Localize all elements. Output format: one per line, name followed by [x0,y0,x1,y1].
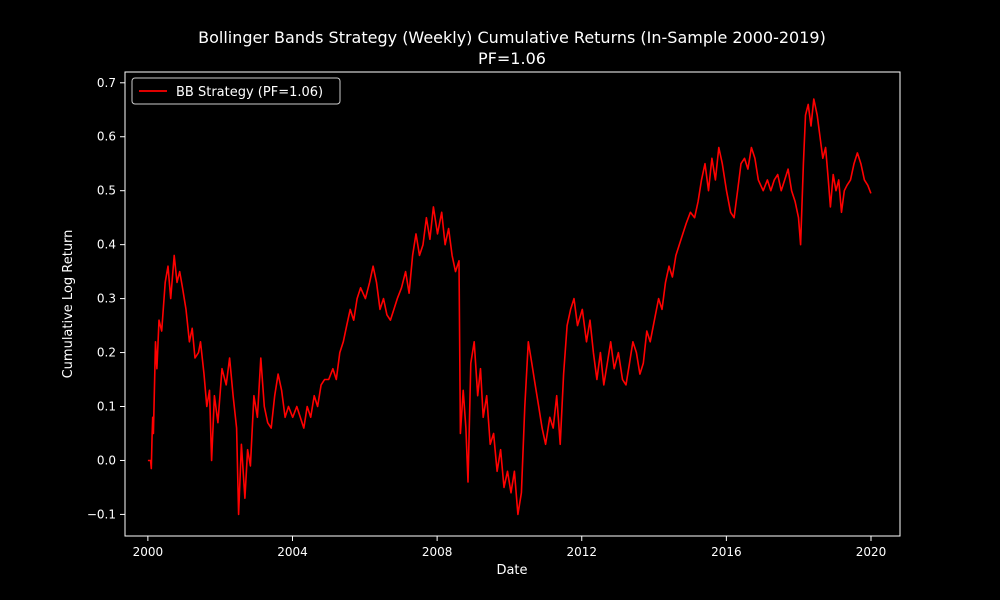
plot-area: 2000 2004 2008 2012 2016 2020 −0.1 0.0 0.1 0.2 0.… [87,71,901,559]
y-tick-label: 0.6 [97,130,116,144]
legend-box [131,77,341,105]
y-tick-label: 0.4 [97,238,116,252]
legend-label: BB Strategy (PF=1.06) [176,85,323,100]
y-tick-label: 0.7 [97,76,116,90]
x-tick-label: 2020 [856,545,887,559]
x-tick-label: 2000 [133,545,164,559]
y-axis: −0.1 0.0 0.1 0.2 0.3 0.4 0.5 0.6 0.7 [87,76,125,521]
chart-subtitle: PF=1.06 [478,49,546,68]
x-tick-label: 2004 [277,545,308,559]
axes-frame [124,71,901,537]
legend: BB Strategy (PF=1.06) [131,77,341,105]
chart-title: Bollinger Bands Strategy (Weekly) Cumula… [198,28,826,47]
y-tick-label: 0.2 [97,346,116,360]
y-tick-label: 0.1 [97,400,116,414]
x-axis-label: Date [496,563,527,578]
y-tick-label: 0.5 [97,184,116,198]
y-axis-label: Cumulative Log Return [61,230,76,379]
y-tick-label: 0.3 [97,292,116,306]
x-tick-label: 2008 [422,545,453,559]
y-tick-label: 0.0 [97,453,116,467]
x-axis: 2000 2004 2008 2012 2016 2020 [133,536,887,559]
series-line-bb-strategy [147,98,872,516]
x-tick-label: 2016 [711,545,742,559]
y-tick-label: −0.1 [87,507,116,521]
x-tick-label: 2012 [566,545,597,559]
